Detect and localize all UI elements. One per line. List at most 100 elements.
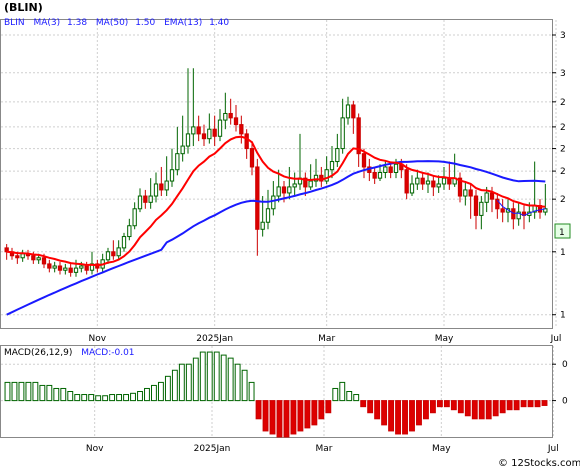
macd-bar (283, 400, 290, 438)
candle-body (201, 133, 207, 140)
candle-body (84, 265, 89, 271)
macd-bar (367, 400, 374, 414)
main-x-axis: Nov2025JanMarMayJulSep (89, 334, 562, 344)
macd-x-axis: Nov2025JanMarMayJulSep (86, 444, 559, 454)
macd-bar (60, 387, 67, 402)
candle-body (212, 128, 217, 137)
main-y-tick-label: 3 (560, 69, 566, 79)
candle-body (329, 161, 335, 171)
macd-bar (332, 387, 339, 402)
candle-body (276, 186, 281, 197)
main-y-tick-label: 2 (560, 98, 566, 108)
candle-body (137, 195, 143, 210)
main-y-axis: 3 3 2 2 2 2 2 1 1 (552, 31, 566, 321)
macd-bar (388, 400, 395, 432)
candle-body (73, 267, 79, 273)
macd-bar (206, 351, 213, 402)
macd-bar (241, 369, 248, 402)
candle-body (191, 126, 196, 135)
macd-y-tick-label: 0 (562, 397, 568, 407)
macd-bar (46, 384, 53, 402)
candle-body (223, 112, 228, 121)
candle-body (196, 126, 201, 135)
candle-body (393, 163, 399, 173)
main-y-tick-label: 2 (560, 167, 566, 177)
macd-bar (32, 381, 39, 402)
candle-body (159, 183, 164, 191)
macd-bar (39, 384, 46, 402)
candle-body (292, 183, 297, 188)
candle-body (20, 253, 25, 259)
macd-value: MACD:-0.01 (81, 348, 134, 358)
main-y-tick-label: 2 (560, 195, 566, 205)
main-x-tick-label: Jul (550, 334, 562, 344)
macd-bar (492, 400, 499, 417)
candle-body (255, 166, 260, 230)
candle-body (233, 117, 239, 126)
legend-ticker: BLIN (4, 18, 25, 28)
candle-body (79, 265, 84, 269)
macd-bar (157, 381, 164, 402)
main-x-tick-label: 2025Jan (196, 334, 233, 344)
candle-body (489, 192, 495, 200)
macd-x-tick-label: Nov (86, 444, 104, 454)
macd-bar (374, 400, 381, 420)
svg-text:BLIN MA(3) 1.3: BLIN MA(3) 1.38 MA(50) 1.50 EMA(13) 1.40 (4, 18, 229, 28)
macd-bar (429, 400, 436, 414)
candle-body (175, 153, 180, 171)
macd-bar (485, 400, 492, 420)
candle-body (479, 201, 484, 216)
main-y-tick-label: 2 (560, 123, 566, 133)
watermark: © 12Stocks.com (498, 458, 580, 469)
macd-bar (185, 363, 192, 402)
main-y-tick-label: 2 (560, 145, 566, 155)
candle-body (153, 183, 159, 197)
macd-title: MACD(26,12,9) (4, 348, 72, 358)
macd-bar (353, 394, 360, 402)
candle-body (105, 251, 111, 261)
candle-body (495, 198, 500, 210)
macd-bar (339, 381, 346, 402)
price-legend: BLIN MA(3) 1.38 MA(50) 1.50 EMA(13) 1.40 (4, 18, 229, 28)
ema13-line (6, 135, 546, 267)
candle-body (143, 195, 148, 203)
macd-bar (192, 357, 199, 402)
candle-body (36, 257, 41, 261)
macd-bar (74, 394, 81, 402)
candle-body (324, 169, 329, 182)
macd-panel-frame (0, 345, 553, 438)
legend-ma3-value: 1.38 (67, 18, 87, 28)
last-price-label: 1 (559, 228, 565, 238)
candle-body (116, 247, 121, 257)
main-x-tick-label: Mar (318, 334, 335, 344)
candle-body (457, 177, 463, 197)
macd-bar (450, 400, 457, 411)
candle-body (431, 180, 436, 188)
macd-x-tick-label: May (432, 444, 451, 454)
macd-x-tick-label: Mar (316, 444, 333, 454)
main-candles (4, 68, 548, 277)
candle-body (425, 180, 431, 185)
legend-ema13-value: 1.40 (209, 18, 229, 28)
candle-body (31, 255, 36, 261)
macd-bar (116, 394, 123, 402)
macd-bar (199, 351, 206, 402)
macd-bar (318, 400, 325, 420)
candle-body (372, 171, 377, 179)
legend-ma3: MA(3) (33, 18, 60, 28)
main-panel-frame (0, 19, 553, 329)
macd-bar (227, 357, 234, 402)
candle-body (404, 169, 409, 194)
macd-bar (471, 400, 478, 420)
macd-bar (248, 381, 255, 402)
main-x-tick-label: May (435, 334, 454, 344)
candle-body (228, 112, 233, 119)
macd-bar (137, 391, 143, 402)
candle-body (345, 104, 351, 119)
macd-bar (220, 354, 227, 402)
candle-body (340, 117, 345, 150)
macd-bar (144, 387, 150, 402)
candle-body (169, 169, 175, 182)
candle-body (415, 177, 420, 185)
